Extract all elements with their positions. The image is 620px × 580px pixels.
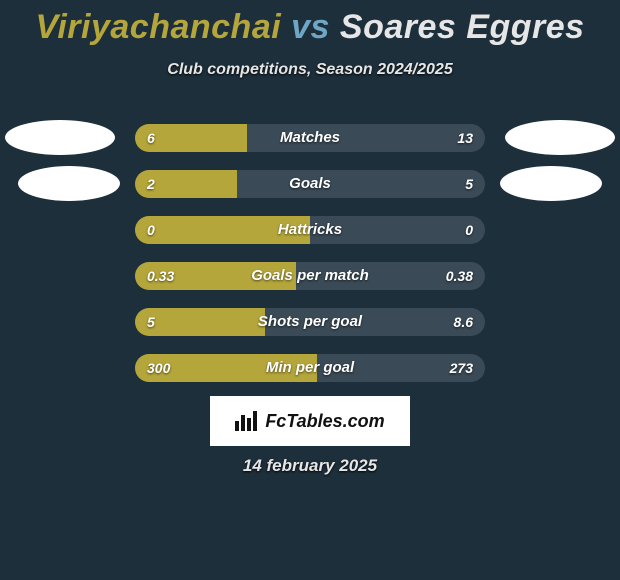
avatar-player1	[5, 120, 115, 155]
stat-bar-label: Min per goal	[135, 354, 485, 382]
date-text: 14 february 2025	[0, 456, 620, 476]
stat-bar-value-right: 273	[450, 354, 473, 382]
stat-bars: Matches6 13 Goals2 5 Hattricks0 0 Goals per ma…	[135, 124, 485, 400]
stat-bar: Goals per match0.33 0.38	[135, 262, 485, 290]
stat-bar-value-right: 13	[457, 124, 473, 152]
stat-bar-value-right: 0	[465, 216, 473, 244]
stat-bar-value-left: 6	[147, 124, 155, 152]
stat-bar-value-left: 5	[147, 308, 155, 336]
stat-bar-value-left: 2	[147, 170, 155, 198]
stat-bar-value-left: 300	[147, 354, 170, 382]
stat-bar-label: Matches	[135, 124, 485, 152]
stat-bar-value-right: 8.6	[454, 308, 473, 336]
subtitle: Club competitions, Season 2024/2025	[0, 61, 620, 79]
title-player2: Soares Eggres	[340, 8, 585, 46]
avatar-player2-shadow	[500, 166, 602, 201]
stat-bar-value-left: 0	[147, 216, 155, 244]
logo-box: FcTables.com	[210, 396, 410, 446]
comparison-title: Viriyachanchai vs Soares Eggres	[0, 0, 620, 47]
stat-bar: Goals2 5	[135, 170, 485, 198]
stat-bar-label: Shots per goal	[135, 308, 485, 336]
stat-bar: Min per goal300 273	[135, 354, 485, 382]
stat-bar-label: Goals per match	[135, 262, 485, 290]
title-vs: vs	[291, 8, 330, 46]
stat-bar-label: Hattricks	[135, 216, 485, 244]
stat-bar: Matches6 13	[135, 124, 485, 152]
stat-bar-label: Goals	[135, 170, 485, 198]
stat-bar: Shots per goal5 8.6	[135, 308, 485, 336]
stat-bar: Hattricks0 0	[135, 216, 485, 244]
avatar-player2	[505, 120, 615, 155]
stat-bar-value-left: 0.33	[147, 262, 174, 290]
avatar-player1-shadow	[18, 166, 120, 201]
stat-bar-value-right: 5	[465, 170, 473, 198]
bar-chart-icon	[235, 411, 259, 431]
stat-bar-value-right: 0.38	[446, 262, 473, 290]
logo-text: FcTables.com	[265, 411, 384, 432]
title-player1: Viriyachanchai	[35, 8, 281, 46]
